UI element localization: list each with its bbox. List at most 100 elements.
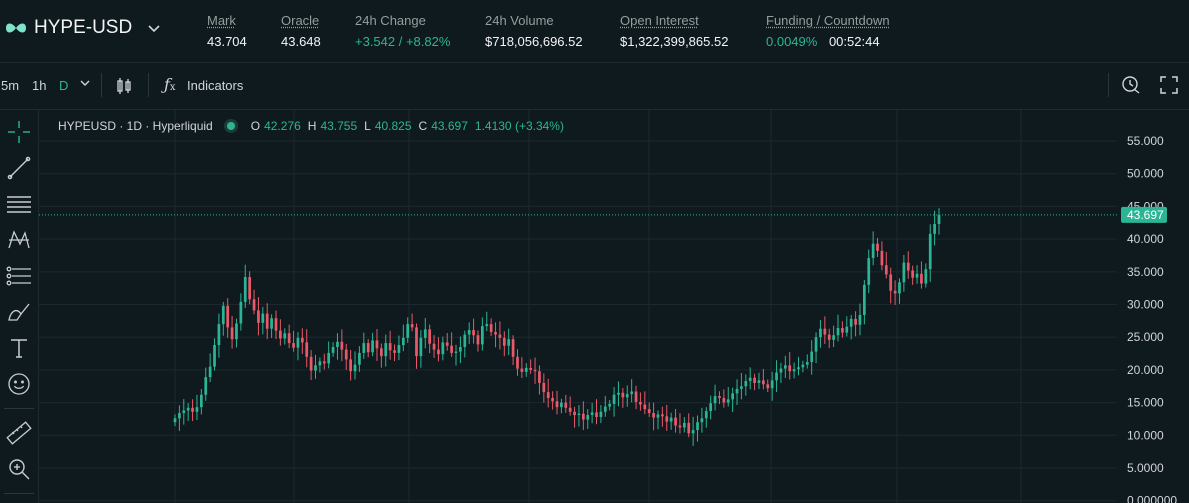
candle — [472, 330, 475, 336]
candle — [454, 351, 458, 353]
candle — [876, 243, 879, 251]
open-interest-label[interactable]: Open Interest — [620, 13, 699, 28]
candle — [283, 333, 287, 339]
zoom-in-icon[interactable] — [5, 456, 33, 482]
candle — [511, 339, 515, 357]
candle — [700, 418, 704, 423]
candle — [279, 330, 282, 339]
candle — [217, 324, 221, 346]
candle — [344, 349, 348, 360]
candle — [924, 269, 928, 284]
candle — [762, 380, 765, 385]
candle — [371, 340, 374, 353]
candle — [722, 398, 726, 403]
candle — [647, 409, 651, 414]
candle — [213, 345, 216, 367]
candle — [590, 412, 594, 416]
toolbar-divider — [101, 73, 102, 97]
candle — [915, 273, 919, 278]
emoji-icon[interactable] — [5, 371, 33, 397]
replay-clock-icon[interactable] — [1121, 74, 1141, 97]
last-price-label: 43.697 — [1127, 208, 1164, 222]
candle — [933, 224, 936, 234]
candle — [906, 262, 910, 271]
candle — [208, 366, 212, 378]
candle — [928, 233, 932, 270]
candle — [748, 377, 752, 382]
interval-1h[interactable]: 1h — [32, 78, 47, 93]
crosshair-icon[interactable] — [5, 119, 33, 145]
open-interest-value: $1,322,399,865.52 — [620, 34, 729, 49]
candle — [401, 337, 405, 346]
pair-title: HYPE-USD — [34, 17, 133, 38]
candle — [287, 333, 291, 344]
candle — [393, 350, 396, 353]
trend-line-icon[interactable] — [5, 155, 33, 181]
change-label: 24h Change — [355, 13, 426, 28]
candle — [322, 361, 326, 364]
indicators-button[interactable]: Indicators — [187, 78, 244, 93]
pattern-icon[interactable] — [5, 227, 33, 253]
indicators-icon[interactable]: ƒx — [164, 75, 176, 94]
candle — [691, 430, 695, 434]
candle — [507, 339, 511, 346]
candle — [832, 335, 835, 340]
candle — [735, 388, 739, 394]
mark-value: 43.704 — [207, 34, 247, 49]
candle — [568, 407, 572, 412]
candle — [494, 331, 497, 335]
candle — [221, 305, 225, 325]
candle — [257, 310, 260, 323]
oracle-label[interactable]: Oracle — [281, 13, 320, 28]
candle — [661, 414, 664, 417]
candle-type-icon[interactable] — [116, 76, 132, 99]
y-tick-label: 40.000 — [1127, 232, 1164, 246]
candle — [432, 343, 436, 350]
candle — [375, 340, 379, 349]
candle — [744, 381, 748, 387]
funding-value-row: 0.0049% 00:52:44 — [766, 34, 890, 49]
candle — [336, 341, 339, 348]
candle — [753, 377, 756, 383]
candle — [235, 323, 238, 340]
fib-icon[interactable] — [5, 263, 33, 289]
candle — [854, 318, 857, 325]
candle — [516, 356, 519, 369]
horizontal-lines-icon[interactable] — [5, 191, 33, 217]
candle — [239, 301, 243, 324]
chart-toolbar: 5m 1h D ƒx Indicators — [0, 63, 1189, 110]
market-status-icon — [226, 122, 235, 130]
interval-5m[interactable]: 5m — [1, 78, 20, 93]
candle — [823, 328, 827, 335]
candle — [621, 392, 625, 398]
candle — [419, 337, 423, 357]
y-tick-label: 20.000 — [1127, 363, 1164, 377]
text-icon[interactable] — [5, 335, 33, 361]
candle — [410, 324, 414, 328]
y-tick-label: 25.000 — [1127, 330, 1164, 344]
candle — [415, 327, 418, 357]
candle — [674, 417, 677, 426]
interval-d[interactable]: D — [59, 78, 69, 93]
interval-chevron-down-icon[interactable] — [80, 76, 90, 93]
candle — [836, 328, 840, 336]
drawing-tools-sidebar — [0, 110, 39, 503]
brush-icon[interactable] — [5, 299, 33, 325]
legend-high-label: H — [307, 119, 317, 133]
candle — [502, 337, 506, 346]
funding-label[interactable]: Funding / Countdown — [766, 13, 890, 28]
fullscreen-icon[interactable] — [1160, 76, 1178, 97]
price-chart[interactable]: 55.00050.00045.00040.00035.00030.00025.0… — [39, 110, 1189, 503]
chevron-down-icon[interactable] — [148, 21, 160, 36]
toolbar-divider — [1108, 73, 1109, 97]
legend-symbol: HYPEUSD · 1D · Hyperliquid — [58, 119, 213, 133]
candle — [766, 384, 770, 389]
candle — [779, 368, 783, 373]
candle — [520, 368, 524, 372]
ruler-icon[interactable] — [5, 420, 33, 446]
candle — [195, 407, 199, 412]
candle — [463, 334, 467, 348]
candle — [775, 372, 778, 381]
pair-selector[interactable]: HYPE-USD — [4, 17, 160, 39]
mark-label[interactable]: Mark — [207, 13, 236, 28]
